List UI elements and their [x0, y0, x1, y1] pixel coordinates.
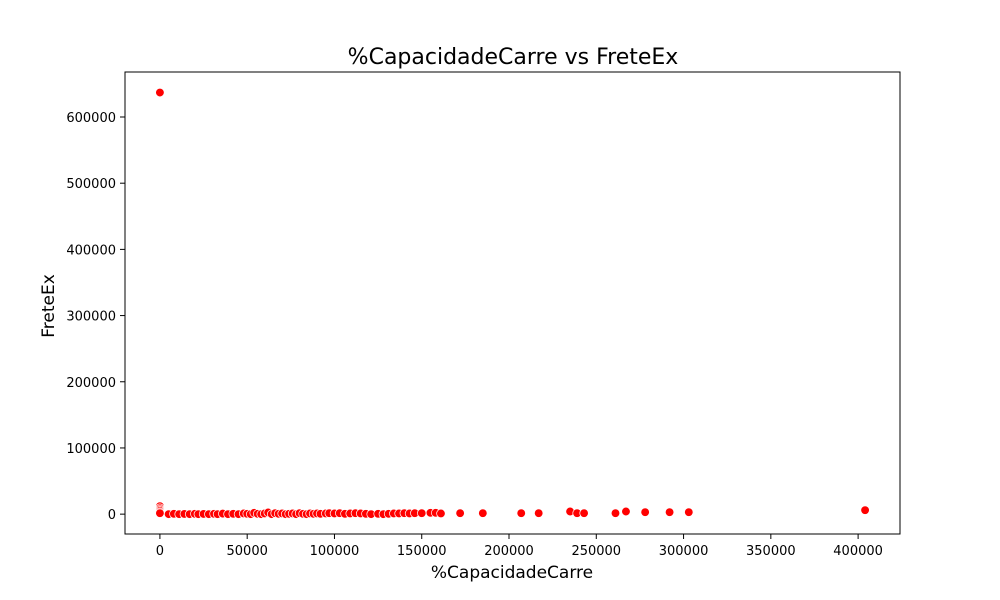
- y-tick-label: 500000: [66, 177, 116, 192]
- y-tick-label: 200000: [66, 376, 116, 391]
- x-tick-label: 150000: [397, 544, 447, 559]
- data-point: [478, 508, 488, 518]
- data-point: [610, 508, 621, 518]
- x-tick-label: 200000: [484, 544, 534, 559]
- y-tick-label: 600000: [66, 111, 116, 126]
- data-point: [579, 508, 589, 518]
- data-point: [621, 506, 631, 517]
- plot-frame: [124, 71, 901, 535]
- data-point: [417, 508, 427, 518]
- data-point: [684, 507, 694, 517]
- data-point: [155, 87, 165, 98]
- y-axis-label: FreteEx: [39, 274, 59, 338]
- x-tick-label: 250000: [571, 544, 621, 559]
- x-tick-label: 350000: [746, 544, 796, 559]
- chart-title: %CapacidadeCarre vs FreteEx: [348, 45, 679, 70]
- x-tick-label: 300000: [659, 544, 709, 559]
- data-point: [640, 507, 650, 517]
- y-axis-ticks: 0 100000 200000 300000 400000 500000 600000: [66, 111, 125, 523]
- x-axis-ticks: 0 50000 100000 150000 200000 250000 300000 3500…: [156, 534, 883, 559]
- plot-area: [155, 87, 870, 519]
- y-tick-label: 400000: [66, 243, 116, 258]
- y-tick-label: 100000: [66, 442, 116, 457]
- x-tick-label: 0: [156, 544, 164, 559]
- x-axis-label: %CapacidadeCarre: [431, 563, 593, 583]
- data-point: [860, 505, 870, 515]
- data-point: [516, 508, 526, 518]
- data-point: [455, 508, 465, 518]
- y-tick-label: 300000: [66, 310, 116, 325]
- x-tick-label: 100000: [310, 544, 360, 559]
- data-point: [436, 508, 446, 519]
- data-point: [534, 508, 544, 518]
- x-tick-label: 50000: [227, 544, 268, 559]
- x-tick-label: 400000: [833, 544, 883, 559]
- y-tick-label: 0: [108, 508, 116, 523]
- data-point: [664, 507, 675, 517]
- data-point: [155, 508, 165, 518]
